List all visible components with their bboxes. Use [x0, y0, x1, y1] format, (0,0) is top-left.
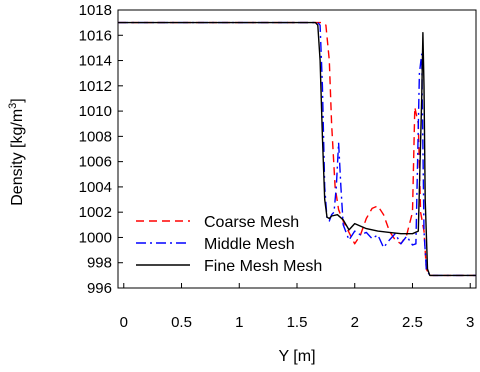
- legend-label: Coarse Mesh: [204, 214, 299, 231]
- y-tick-label: 1012: [79, 78, 112, 95]
- y-tick-label: 1018: [79, 2, 112, 19]
- series-line: [118, 21, 476, 277]
- x-tick-label: 1: [235, 314, 243, 331]
- legend-label: Middle Mesh: [204, 236, 295, 253]
- y-axis-ticks: 996 998 1000 1002 1004 1006 1008 1010 1012 1014 10…: [79, 2, 123, 297]
- legend: Coarse Mesh Middle Mesh Fine Mesh Mesh: [136, 214, 322, 275]
- x-tick-label: 0.5: [171, 314, 192, 331]
- y-tick-label: 998: [87, 255, 112, 272]
- y-tick-label: 996: [87, 280, 112, 297]
- x-axis-title: Y [m]: [278, 348, 315, 365]
- y-tick-label: 1006: [79, 154, 112, 171]
- series-line: [118, 21, 476, 277]
- series-layer: [118, 21, 476, 277]
- x-tick-label: 3: [466, 314, 474, 331]
- y-tick-label: 1010: [79, 103, 112, 120]
- x-tick-label: 0: [120, 314, 128, 331]
- y-tick-label: 1008: [79, 128, 112, 145]
- y-tick-label: 1004: [79, 179, 112, 196]
- y-axis-title-main: Density [kg/m: [9, 109, 26, 206]
- y-tick-label: 1016: [79, 27, 112, 44]
- y-axis-title-superscript: 3: [7, 103, 19, 109]
- y-tick-label: 1002: [79, 204, 112, 221]
- legend-label: Fine Mesh Mesh: [204, 258, 322, 275]
- y-tick-label: 1000: [79, 229, 112, 246]
- x-tick-label: 1.5: [287, 314, 308, 331]
- y-axis-title: Density [kg/m3]: [7, 98, 26, 206]
- x-axis-ticks: 0 0.5 1 1.5 2 2.5 3: [120, 283, 474, 331]
- y-tick-label: 1014: [79, 53, 112, 70]
- x-tick-label: 2: [351, 314, 359, 331]
- y-axis-title-close: ]: [9, 98, 26, 102]
- x-tick-label: 2.5: [402, 314, 423, 331]
